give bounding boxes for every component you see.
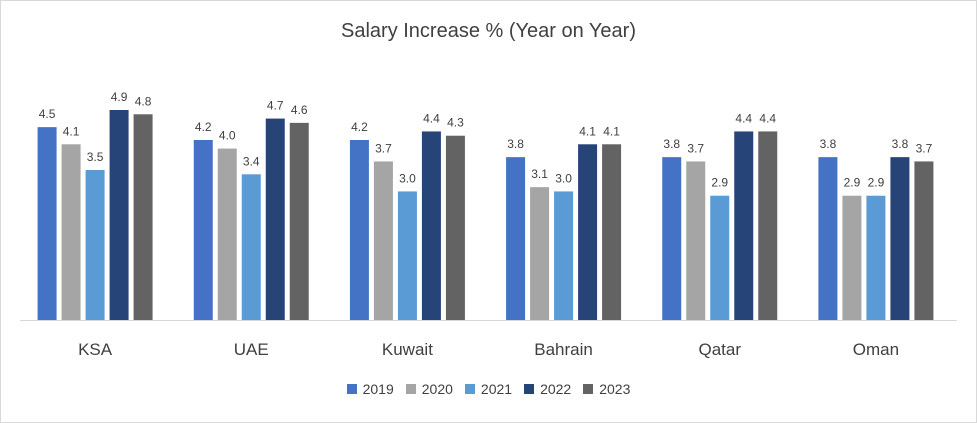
data-label-uae-2022: 4.7 [267, 99, 284, 113]
chart-legend: 2019 2020 2021 2022 2023 [0, 381, 977, 397]
legend-item-2019: 2019 [346, 381, 394, 397]
legend-label-2019: 2019 [362, 381, 394, 397]
bar-bahrain-2023 [602, 144, 622, 320]
bar-kuwait-2023 [445, 135, 465, 320]
bar-ksa-2023 [133, 114, 153, 321]
data-label-oman-2023: 3.7 [916, 141, 933, 155]
x-tick-label-oman: Oman [853, 340, 899, 359]
data-label-ksa-2023: 4.8 [135, 94, 152, 108]
bar-oman-2020 [842, 195, 862, 320]
data-label-oman-2020: 2.9 [844, 176, 861, 190]
bar-kuwait-2020 [373, 161, 393, 320]
bar-ksa-2019 [37, 127, 57, 321]
legend-item-2022: 2022 [524, 381, 571, 397]
bar-qatar-2019 [662, 157, 682, 320]
bar-oman-2019 [818, 157, 838, 320]
legend-label-2021: 2021 [480, 381, 513, 397]
legend-label-2022: 2022 [540, 381, 572, 397]
data-label-oman-2022: 3.8 [892, 137, 909, 151]
bar-oman-2021 [866, 195, 886, 320]
x-tick-label-bahrain: Bahrain [534, 340, 593, 359]
data-label-uae-2019: 4.2 [195, 120, 212, 134]
bar-qatar-2022 [734, 131, 754, 320]
bar-uae-2019 [193, 140, 213, 320]
bar-bahrain-2021 [554, 191, 574, 320]
bar-uae-2021 [241, 174, 261, 320]
data-label-qatar-2022: 4.4 [735, 111, 752, 125]
bar-ksa-2021 [85, 170, 105, 320]
x-tick-label-kuwait: Kuwait [382, 340, 433, 359]
bar-kuwait-2022 [421, 131, 441, 320]
x-tick-label-ksa: KSA [78, 340, 113, 359]
data-label-ksa-2020: 4.1 [63, 124, 80, 138]
bar-bahrain-2022 [578, 144, 598, 320]
chart-title: Salary Increase % (Year on Year) [341, 20, 636, 42]
x-tick-label-uae: UAE [234, 340, 269, 359]
legend-swatch-2021 [464, 384, 475, 394]
x-tick-label-qatar: Qatar [698, 340, 741, 359]
bar-qatar-2021 [710, 195, 730, 320]
legend-item-2023: 2023 [583, 381, 630, 397]
bar-oman-2022 [890, 157, 910, 320]
data-label-bahrain-2020: 3.1 [531, 167, 548, 181]
legend-swatch-2020 [405, 384, 416, 394]
bar-uae-2020 [217, 148, 237, 320]
bar-kuwait-2019 [349, 140, 369, 320]
data-label-qatar-2023: 4.4 [759, 111, 776, 125]
legend-swatch-2019 [346, 384, 357, 394]
data-label-bahrain-2023: 4.1 [603, 124, 620, 138]
data-label-kuwait-2022: 4.4 [423, 111, 440, 125]
data-label-ksa-2022: 4.9 [111, 90, 128, 104]
bar-ksa-2020 [61, 144, 81, 320]
data-label-oman-2021: 2.9 [868, 176, 885, 190]
legend-item-2021: 2021 [464, 381, 513, 397]
bar-uae-2022 [265, 118, 285, 320]
data-label-kuwait-2023: 4.3 [447, 116, 464, 130]
data-label-qatar-2021: 2.9 [711, 176, 728, 190]
bar-qatar-2023 [758, 131, 778, 320]
bar-qatar-2020 [686, 161, 706, 320]
legend-label-2023: 2023 [599, 381, 631, 397]
legend-swatch-2022 [524, 384, 535, 394]
data-label-uae-2021: 3.4 [243, 154, 260, 168]
bar-uae-2023 [289, 122, 309, 320]
data-label-qatar-2020: 3.7 [687, 141, 704, 155]
bar-bahrain-2020 [530, 187, 550, 320]
data-label-kuwait-2020: 3.7 [375, 141, 392, 155]
data-label-bahrain-2021: 3.0 [555, 171, 572, 185]
data-label-qatar-2019: 3.8 [663, 137, 680, 151]
data-label-bahrain-2019: 3.8 [507, 137, 524, 151]
bar-kuwait-2021 [397, 191, 417, 320]
bar-bahrain-2019 [506, 157, 526, 320]
data-label-uae-2020: 4.0 [219, 129, 236, 143]
data-label-kuwait-2021: 3.0 [399, 171, 416, 185]
data-label-ksa-2019: 4.5 [39, 107, 56, 121]
data-label-oman-2019: 3.8 [820, 137, 837, 151]
legend-swatch-2023 [583, 384, 594, 394]
data-label-uae-2023: 4.6 [291, 103, 308, 117]
bar-ksa-2022 [109, 110, 129, 320]
data-label-ksa-2021: 3.5 [87, 150, 104, 164]
data-label-kuwait-2019: 4.2 [351, 120, 368, 134]
legend-item-2020: 2020 [405, 381, 453, 397]
legend-label-2020: 2020 [421, 381, 453, 397]
data-label-bahrain-2022: 4.1 [579, 124, 596, 138]
bar-oman-2023 [914, 161, 934, 320]
